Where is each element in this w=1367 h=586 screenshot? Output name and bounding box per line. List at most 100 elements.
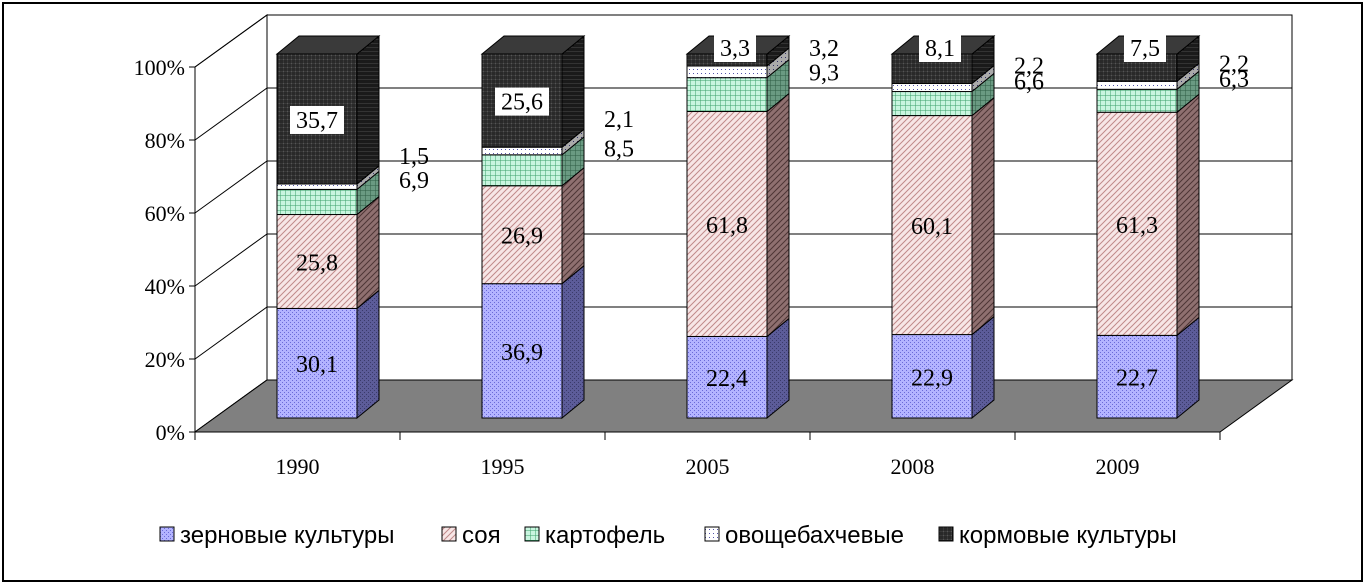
value-label: 9,3	[809, 61, 839, 87]
legend-swatch	[938, 526, 954, 542]
value-label: 25,8	[296, 250, 338, 276]
bar-face	[481, 154, 563, 187]
x-category-label: 2008	[891, 454, 935, 479]
bar-segment	[891, 72, 995, 117]
bar-face	[686, 111, 768, 337]
bar-segment	[686, 92, 790, 338]
legend-swatch	[441, 526, 457, 542]
value-labels: 30,1 25,8 6,91,5 35,7 36,9 26,9 8,5 2,1 25,6 22,4…	[290, 34, 1249, 392]
bar-segment	[276, 195, 380, 310]
bar-face	[1096, 88, 1178, 113]
value-label-background	[495, 87, 549, 116]
value-label-background	[1124, 34, 1166, 62]
value-label: 22,7	[1116, 366, 1158, 392]
y-tick-label: 100%	[134, 55, 185, 80]
x-category-label: 1995	[481, 454, 525, 479]
value-label: 60,1	[911, 214, 953, 240]
value-label: 8,1	[925, 36, 955, 62]
bar-segment	[1096, 70, 1200, 114]
bar-face	[686, 77, 768, 113]
x-category-label: 2005	[686, 454, 730, 479]
bar-side	[766, 92, 790, 338]
legend-item: картофель	[524, 522, 665, 549]
bar-side	[356, 195, 380, 310]
value-label: 22,9	[911, 365, 953, 391]
y-tick-label: 20%	[145, 347, 185, 372]
bar-side	[356, 34, 380, 186]
legend-item: кормовые культуры	[938, 522, 1177, 549]
y-tick-label: 60%	[145, 201, 185, 226]
legend-swatch	[159, 526, 175, 542]
legend-label: овощебахчевые	[725, 522, 904, 549]
y-tick-label: 80%	[145, 128, 185, 153]
bar-face	[1096, 334, 1178, 419]
value-label: 61,8	[706, 213, 748, 239]
legend-label: зерновые культуры	[180, 522, 395, 549]
bar-segment	[481, 135, 585, 187]
gridline	[194, 14, 1292, 68]
y-axis: 0% 20% 40% 60% 80% 100%	[134, 55, 196, 445]
bar-side	[561, 166, 585, 285]
bar-face	[1096, 111, 1178, 336]
value-label: 2,2	[1219, 51, 1249, 77]
legend-item: зерновые культуры	[159, 522, 395, 549]
value-label: 6,9	[399, 168, 429, 194]
bar-face	[891, 334, 973, 419]
bar-side	[356, 289, 380, 420]
value-label: 26,9	[501, 224, 543, 250]
x-category-label: 2009	[1096, 454, 1140, 479]
bar-segment	[686, 317, 790, 420]
bar-side	[1176, 93, 1200, 337]
value-label: 1,5	[399, 144, 429, 170]
value-label: 2,2	[1014, 54, 1044, 80]
legend-label: соя	[462, 522, 501, 549]
bar-face	[276, 307, 358, 419]
legend-label: кормовые культуры	[959, 522, 1177, 549]
value-label: 2,1	[604, 107, 634, 133]
value-label: 36,9	[501, 340, 543, 366]
value-label: 25,6	[501, 90, 543, 116]
y-tick-label: 0%	[156, 420, 185, 445]
bar-segment	[481, 166, 585, 285]
bar-face	[276, 188, 358, 216]
bar-top	[275, 35, 381, 55]
x-axis: 1990 1995 2005 2008 2009	[194, 431, 1221, 479]
value-label: 3,3	[720, 36, 750, 62]
bar-face	[686, 65, 768, 79]
bar-face	[1096, 80, 1178, 90]
bar-face	[891, 83, 973, 93]
value-label: 6,3	[1219, 67, 1249, 93]
side-wall	[194, 14, 268, 433]
legend-swatch	[524, 526, 540, 542]
bars	[275, 34, 1201, 420]
bar-side	[561, 34, 585, 149]
y-tick-label: 40%	[145, 274, 185, 299]
legend-item: соя	[441, 522, 501, 549]
legend: зерновые культуры соя картофель овощебахчев…	[159, 522, 1177, 549]
value-label: 8,5	[604, 136, 634, 162]
value-label-background	[290, 105, 344, 134]
value-label: 6,6	[1014, 70, 1044, 96]
bar-top	[480, 35, 586, 55]
value-label: 61,3	[1116, 213, 1158, 239]
bar-face	[891, 91, 973, 117]
value-label-background	[919, 34, 961, 62]
value-label: 7,5	[1130, 36, 1160, 62]
value-label: 35,7	[296, 108, 338, 134]
bar-side	[561, 264, 585, 420]
bar-face	[481, 283, 563, 419]
bar-face	[276, 214, 358, 309]
bar-face	[481, 146, 563, 156]
value-label: 30,1	[296, 352, 338, 378]
bar-segment	[276, 170, 380, 216]
bar-segment	[481, 264, 585, 420]
bar-face	[276, 183, 358, 190]
legend-swatch	[704, 526, 720, 542]
bar-side	[971, 96, 995, 336]
value-label-background	[714, 34, 756, 62]
legend-item: овощебахчевые	[704, 522, 904, 549]
value-label: 22,4	[706, 366, 748, 392]
value-label: 3,2	[809, 36, 839, 62]
x-category-label: 1990	[276, 454, 320, 479]
